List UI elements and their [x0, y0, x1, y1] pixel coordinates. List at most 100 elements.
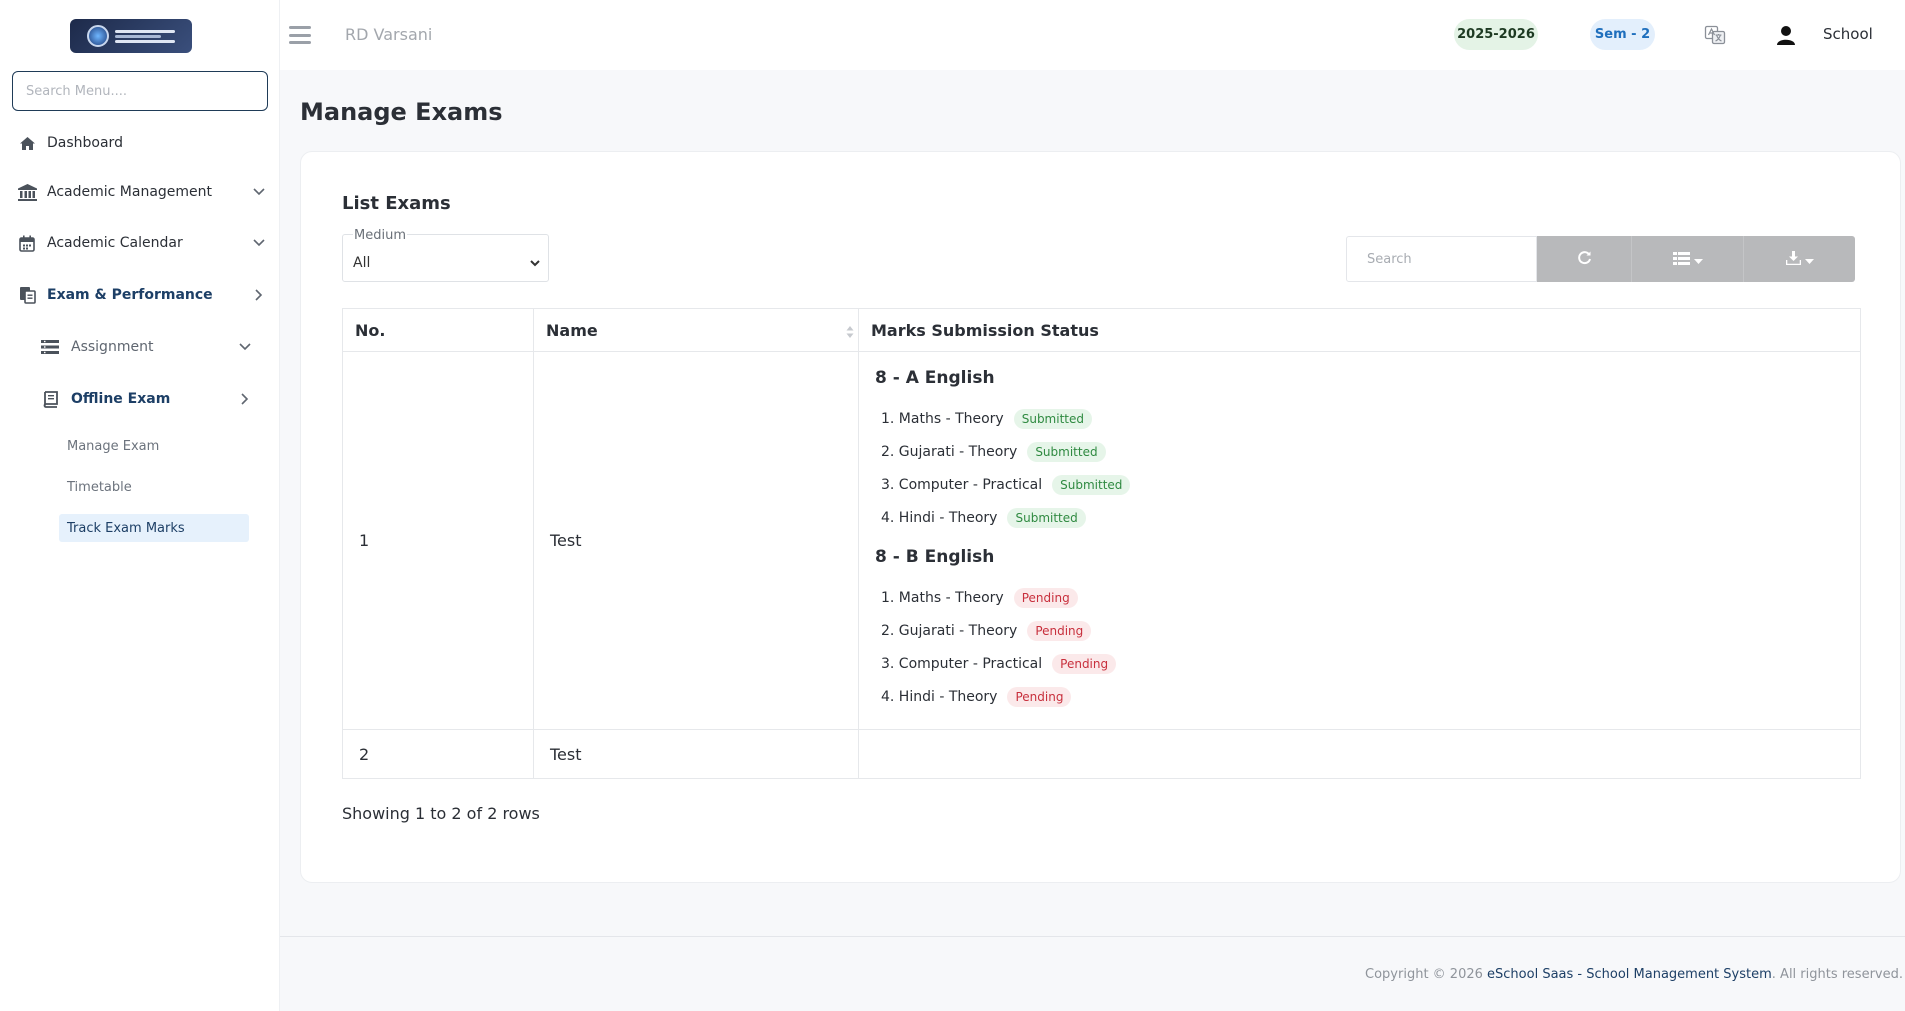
sidebar-item-offline-exam[interactable]: Offline Exam: [0, 379, 280, 419]
sidebar-item-label: Dashboard: [47, 135, 123, 151]
sidebar: Dashboard Academic Management Academic C…: [0, 0, 280, 1011]
column-header-label: Name: [546, 320, 598, 340]
status-badge: Pending: [1052, 653, 1117, 674]
class-group-title: 8 - A English: [875, 368, 995, 388]
school-logo[interactable]: [70, 19, 192, 53]
cell-marks-status: 8 - A English 1. Maths - Theory Submitted…: [858, 351, 1861, 730]
columns-list-icon: [1672, 250, 1690, 269]
cell-name: Test: [533, 729, 859, 779]
status-badge: Submitted: [1052, 474, 1131, 495]
column-header-marks-status[interactable]: Marks Submission Status: [858, 308, 1861, 352]
user-role-label[interactable]: School: [1823, 25, 1873, 43]
subject-label: 1. Maths - Theory: [881, 410, 1004, 427]
exam-icon: [17, 286, 37, 304]
medium-select[interactable]: All: [349, 249, 543, 277]
caret-down-icon: [1804, 250, 1814, 269]
status-badge: Submitted: [1013, 408, 1092, 429]
logo-wordmark: [115, 29, 175, 43]
topbar: RD Varsani 2025-2026 Sem - 2 School: [280, 0, 1905, 70]
refresh-button[interactable]: [1537, 236, 1632, 282]
sidebar-item-label: Academic Calendar: [47, 235, 183, 251]
medium-filter: Medium All: [342, 228, 549, 282]
exam-table: No. Name Marks Submission Status 1 Test …: [342, 308, 1861, 779]
sidebar-item-timetable[interactable]: Timetable: [59, 473, 249, 501]
translate-icon[interactable]: [1704, 24, 1726, 46]
caret-down-icon: [1693, 250, 1703, 269]
sidebar-item-label: Track Exam Marks: [67, 520, 185, 536]
subject-label: 4. Hindi - Theory: [881, 688, 998, 705]
column-header-name[interactable]: Name: [533, 308, 859, 352]
sidebar-item-label: Academic Management: [47, 184, 213, 200]
footer-brand-link[interactable]: eSchool Saas - School Management System: [1487, 967, 1772, 982]
status-badge: Pending: [1027, 620, 1092, 641]
copyright-text: Copyright © 2026 eSchool Saas - School M…: [1365, 967, 1903, 982]
sidebar-item-academic-management[interactable]: Academic Management: [0, 172, 280, 212]
copyright-suffix: . All rights reserved.: [1771, 967, 1903, 982]
status-badge: Submitted: [1027, 441, 1106, 462]
sort-icon[interactable]: [846, 324, 854, 338]
column-header-no[interactable]: No.: [342, 308, 534, 352]
table-header-row: No. Name Marks Submission Status: [342, 308, 1861, 352]
subject-status-item: 1. Maths - Theory Submitted: [875, 402, 1860, 435]
subject-label: 2. Gujarati - Theory: [881, 622, 1018, 639]
subject-status-item: 4. Hindi - Theory Submitted: [875, 501, 1860, 534]
columns-toggle-button[interactable]: [1632, 236, 1744, 282]
sidebar-item-manage-exam[interactable]: Manage Exam: [59, 432, 249, 460]
subject-label: 3. Computer - Practical: [881, 655, 1043, 672]
subject-status-item: 2. Gujarati - Theory Submitted: [875, 435, 1860, 468]
refresh-icon: [1577, 250, 1592, 269]
sidebar-item-track-exam-marks[interactable]: Track Exam Marks: [59, 514, 249, 542]
cell-marks-status: [858, 729, 1861, 779]
chevron-right-icon: [238, 392, 252, 406]
export-button[interactable]: [1744, 236, 1855, 282]
session-year-badge[interactable]: 2025-2026: [1454, 19, 1538, 50]
book-icon: [40, 390, 60, 408]
status-badge: Submitted: [1007, 507, 1086, 528]
sidebar-item-assignment[interactable]: Assignment: [0, 327, 280, 367]
subject-status-item: 2. Gujarati - Theory Pending: [875, 614, 1860, 647]
status-badge: Pending: [1013, 587, 1078, 608]
card-title: List Exams: [342, 193, 451, 214]
sidebar-item-label: Offline Exam: [71, 391, 171, 407]
pagination-info: Showing 1 to 2 of 2 rows: [342, 804, 540, 823]
subject-label: 2. Gujarati - Theory: [881, 443, 1018, 460]
table-row: 2 Test: [342, 729, 1861, 779]
subject-status-item: 4. Hindi - Theory Pending: [875, 680, 1860, 713]
subject-label: 4. Hindi - Theory: [881, 509, 998, 526]
semester-badge[interactable]: Sem - 2: [1590, 19, 1655, 50]
calendar-icon: [17, 234, 37, 252]
sidebar-item-exam-performance[interactable]: Exam & Performance: [0, 275, 280, 315]
chevron-down-icon: [238, 340, 252, 354]
cell-no: 2: [342, 729, 534, 779]
subject-status-item: 3. Computer - Practical Pending: [875, 647, 1860, 680]
chevron-down-icon: [252, 236, 266, 250]
chevron-down-icon: [252, 185, 266, 199]
home-icon: [17, 134, 37, 152]
sidebar-item-academic-calendar[interactable]: Academic Calendar: [0, 223, 280, 263]
table-search-input[interactable]: [1346, 236, 1537, 282]
menu-search-input[interactable]: [12, 71, 268, 111]
sidebar-item-label: Timetable: [67, 479, 132, 495]
sidebar-item-label: Exam & Performance: [47, 287, 213, 303]
sidebar-item-label: Assignment: [71, 339, 154, 355]
footer: Copyright © 2026 eSchool Saas - School M…: [280, 936, 1905, 1011]
copyright-prefix: Copyright © 2026: [1365, 967, 1488, 982]
subject-label: 1. Maths - Theory: [881, 589, 1004, 606]
sidebar-item-label: Manage Exam: [67, 438, 160, 454]
cell-name: Test: [533, 351, 859, 730]
status-badge: Pending: [1007, 686, 1072, 707]
exam-list-card: List Exams Medium All: [300, 151, 1901, 883]
bank-icon: [17, 183, 37, 201]
table-toolbar: [1537, 236, 1855, 282]
user-avatar-icon[interactable]: [1775, 24, 1797, 46]
download-icon: [1785, 250, 1801, 269]
chevron-right-icon: [252, 288, 266, 302]
sidebar-item-dashboard[interactable]: Dashboard: [0, 123, 280, 163]
school-name: RD Varsani: [345, 25, 433, 44]
subject-status-item: 1. Maths - Theory Pending: [875, 581, 1860, 614]
page-title: Manage Exams: [300, 98, 503, 126]
menu-toggle-icon[interactable]: [288, 24, 312, 46]
medium-filter-label: Medium: [353, 228, 407, 243]
subject-status-item: 3. Computer - Practical Submitted: [875, 468, 1860, 501]
logo-emblem-icon: [87, 25, 109, 47]
